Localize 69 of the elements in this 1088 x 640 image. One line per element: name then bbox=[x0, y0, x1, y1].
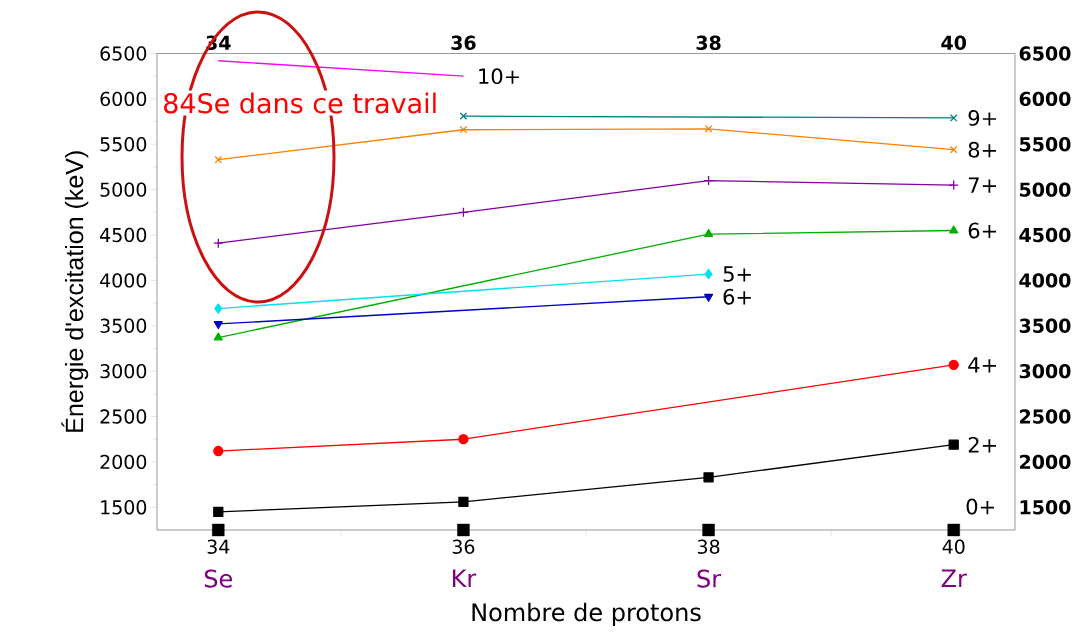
annotation: 84Se dans ce travail bbox=[164, 92, 436, 114]
series-label: 5+ bbox=[723, 266, 751, 282]
point bbox=[457, 523, 470, 537]
point bbox=[704, 268, 713, 280]
point bbox=[949, 114, 958, 122]
point bbox=[947, 523, 960, 537]
series-label: 4+ bbox=[968, 357, 996, 373]
point bbox=[949, 225, 959, 234]
series-label: 7+ bbox=[968, 177, 996, 193]
point bbox=[704, 124, 713, 133]
series-label: 6+ bbox=[968, 222, 996, 239]
point bbox=[458, 207, 469, 218]
y-tick-label: 6500 bbox=[100, 46, 147, 61]
point bbox=[948, 439, 959, 450]
series-label: 8+ bbox=[968, 141, 996, 158]
y-tick-label: 5500 bbox=[100, 137, 147, 152]
x2-tick-label: 38 bbox=[696, 35, 721, 50]
series-label: 0+ bbox=[966, 498, 994, 515]
point bbox=[458, 496, 469, 507]
point bbox=[948, 179, 959, 191]
x-tick-label: 36 bbox=[452, 539, 475, 554]
y-tick-label: 2000 bbox=[100, 454, 147, 470]
x2-tick-label: 36 bbox=[451, 35, 476, 50]
point bbox=[213, 332, 223, 341]
y-tick-label: 5000 bbox=[100, 182, 147, 197]
y2-tick-label: 2500 bbox=[1020, 409, 1071, 424]
x-tick-label: 38 bbox=[697, 539, 720, 554]
x-tick-label: 40 bbox=[942, 539, 965, 554]
point bbox=[459, 112, 468, 120]
text: Sr bbox=[697, 569, 722, 588]
text: Zr bbox=[941, 569, 967, 588]
text: Se bbox=[204, 569, 233, 588]
point bbox=[214, 303, 223, 314]
x2-tick-label: 40 bbox=[941, 35, 967, 50]
y-tick-label: 2500 bbox=[100, 409, 147, 424]
y-tick-label: 4500 bbox=[100, 227, 147, 243]
y2-tick-label: 3000 bbox=[1019, 363, 1071, 379]
y-tick-label: 3000 bbox=[100, 363, 147, 379]
point bbox=[212, 523, 225, 537]
y2-tick-label: 1500 bbox=[1020, 500, 1071, 515]
y2-tick-label: 5500 bbox=[1019, 137, 1071, 152]
point bbox=[703, 472, 714, 483]
y2-tick-label: 6000 bbox=[1019, 91, 1071, 107]
y2-tick-label: 3500 bbox=[1019, 318, 1071, 333]
y2-tick-label: 2000 bbox=[1020, 454, 1071, 470]
y2-tick-label: 6500 bbox=[1019, 46, 1071, 61]
y2-tick-label: 4500 bbox=[1019, 227, 1071, 243]
point bbox=[458, 434, 469, 445]
x-axis-title: Nombre de protons bbox=[472, 602, 701, 626]
text: Kr bbox=[452, 569, 477, 588]
point bbox=[703, 175, 714, 186]
series-label: 6+ bbox=[723, 288, 751, 305]
series-label: 10+ bbox=[479, 68, 520, 85]
point bbox=[702, 523, 715, 537]
y-tick-label: 6000 bbox=[100, 91, 147, 107]
point bbox=[704, 228, 714, 238]
y-tick-label: 4000 bbox=[100, 273, 147, 288]
point bbox=[459, 125, 468, 134]
series-label: 2+ bbox=[968, 436, 996, 453]
y-tick-label: 1500 bbox=[101, 500, 147, 515]
point bbox=[213, 445, 224, 457]
point bbox=[948, 359, 959, 370]
y2-tick-label: 5000 bbox=[1019, 182, 1071, 197]
x-tick-label: 34 bbox=[207, 539, 230, 554]
y-tick-label: 3500 bbox=[100, 318, 147, 333]
y-axis-title: Énergie d'excitation (keV) bbox=[61, 151, 89, 432]
point bbox=[213, 506, 224, 517]
series-label: 9+ bbox=[968, 109, 996, 126]
y2-tick-label: 4000 bbox=[1019, 273, 1071, 288]
